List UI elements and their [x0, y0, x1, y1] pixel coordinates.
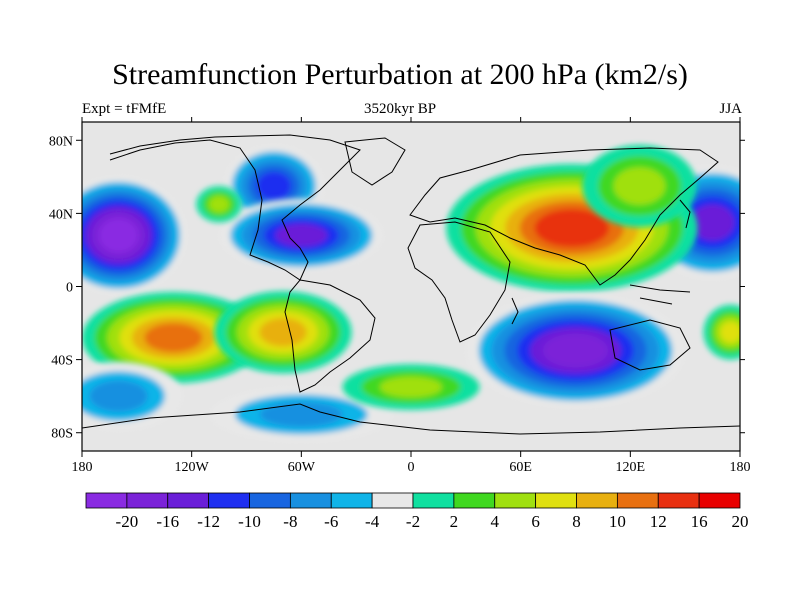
x-tick-label: 60E [509, 460, 532, 475]
contour-level [534, 209, 610, 248]
x-tick-label: 120E [616, 460, 646, 475]
colorbar-label: 10 [609, 512, 626, 531]
contour-level [208, 195, 230, 213]
colorbar-label: -20 [116, 512, 139, 531]
y-tick-label: 40S [51, 354, 73, 369]
colorbar-label: -12 [197, 512, 220, 531]
contour-level [144, 323, 203, 353]
contour-level [690, 204, 735, 241]
time-label: 3520kyr BP [363, 101, 437, 117]
colorbar-swatch [535, 492, 577, 509]
y-tick-label: 40N [49, 207, 73, 222]
x-tick-label: 0 [408, 460, 415, 475]
field-feature-9 [465, 293, 686, 408]
colorbar-swatch [85, 492, 128, 509]
coastline-south-america [284, 279, 376, 393]
x-tick-label: 180 [730, 460, 751, 475]
colorbar-label: 6 [531, 512, 540, 531]
field-feature-13 [342, 364, 480, 410]
coastline-greenland [344, 137, 406, 186]
colorbar-swatch [453, 492, 496, 509]
colorbar-label: -16 [156, 512, 179, 531]
contour-level [99, 218, 138, 253]
contour-level [259, 318, 307, 347]
coastline-layer [82, 134, 740, 435]
contour-level [259, 402, 343, 427]
colorbar-label: 16 [691, 512, 708, 531]
coastline-indonesia [629, 284, 691, 305]
colorbar-label: 2 [450, 512, 459, 531]
plot-title: Streamfunction Perturbation at 200 hPa (… [112, 58, 688, 91]
x-tick-label: 120W [175, 460, 210, 475]
colorbar-label: 12 [650, 512, 667, 531]
contour-level [379, 376, 443, 398]
colorbar-swatch [698, 492, 741, 509]
colorbar-swatch [494, 492, 537, 509]
field-feature-4 [196, 185, 242, 223]
colorbar-label: -2 [406, 512, 420, 531]
colorbar-label: 4 [491, 512, 500, 531]
coastline-madagascar [511, 297, 519, 325]
colorbar-swatch [208, 492, 250, 509]
colorbar-swatch [657, 492, 700, 509]
contour-level [89, 380, 148, 412]
field-feature-0 [82, 175, 188, 295]
colorbar-swatch [126, 492, 169, 509]
contour-field-layer [82, 144, 740, 442]
experiment-label: Expt = tFMfE [82, 101, 167, 117]
coastline-australia [609, 319, 691, 371]
field-feature-3 [219, 198, 384, 272]
season-label: JJA [719, 101, 742, 117]
y-tick-label: 80S [51, 427, 73, 442]
contour-level [542, 333, 609, 368]
colorbar-label: 20 [732, 512, 749, 531]
coastline-north-america [109, 134, 361, 281]
colorbar-swatch [330, 492, 373, 509]
axis-ticks: 80N 40N 0 40S 80S 180 120W 60W 0 60E 120E 180 [49, 117, 751, 475]
colorbar-swatch [412, 492, 455, 509]
coastline-antarctica [82, 403, 740, 435]
colorbar-label: 8 [572, 512, 581, 531]
coastline-japan [679, 199, 691, 229]
colorbar-label: -4 [365, 512, 380, 531]
colorbar-label: -8 [283, 512, 297, 531]
field-feature-6 [582, 144, 697, 228]
colorbar-swatch [249, 492, 291, 509]
field-feature-11 [209, 387, 393, 442]
y-tick-label: 0 [66, 281, 73, 296]
field-feature-10 [82, 361, 183, 431]
field-feature-7 [82, 291, 265, 384]
x-tick-label: 60W [288, 460, 316, 475]
contour-level [720, 321, 740, 343]
colorbar-label: -6 [324, 512, 338, 531]
colorbar-swatch [289, 492, 332, 509]
coastline-africa [407, 221, 511, 343]
colorbar-swatch [371, 492, 414, 509]
y-tick-label: 80N [49, 134, 73, 149]
colorbar-label: -10 [238, 512, 261, 531]
x-tick-label: 180 [72, 460, 93, 475]
colorbar-swatch [616, 492, 659, 509]
contour-level [275, 223, 328, 247]
contour-level [613, 167, 666, 205]
colorbar-swatch [576, 492, 618, 509]
field-feature-12 [703, 304, 740, 360]
coastline-eurasia [409, 147, 719, 286]
contour-level [256, 171, 292, 201]
field-feature-8 [214, 291, 352, 374]
colorbar: -20 -16 -12 -10 -8 -6 -4 -2 2 4 6 8 10 12 16 20 [85, 492, 749, 531]
colorbar-swatch [167, 492, 210, 509]
